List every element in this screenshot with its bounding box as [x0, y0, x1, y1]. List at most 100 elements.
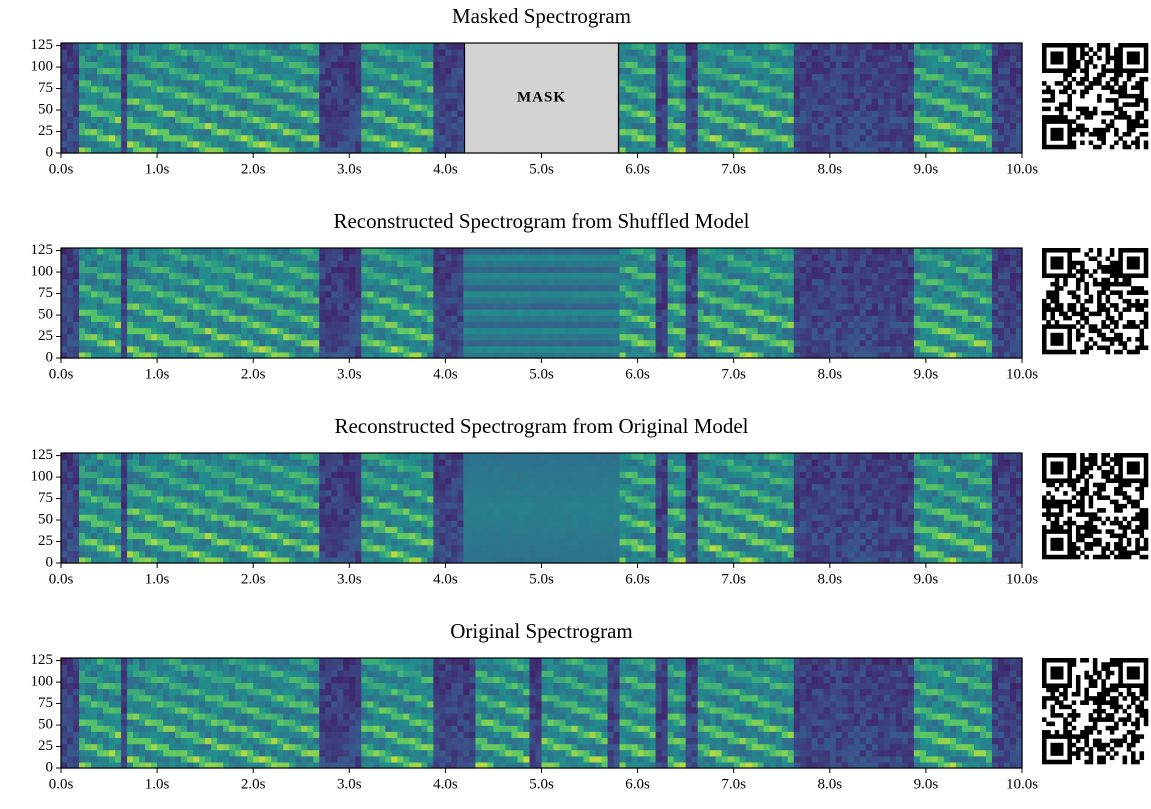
spectrogram-cell — [584, 321, 591, 328]
spectrogram-cell — [187, 92, 194, 99]
spectrogram-cell — [794, 55, 801, 62]
spectrogram-cell — [295, 141, 302, 148]
qr-module — [1084, 77, 1089, 82]
spectrogram-cell — [121, 334, 128, 341]
spectrogram-cell — [914, 116, 921, 123]
spectrogram-cell — [247, 116, 254, 123]
spectrogram-cell — [109, 122, 116, 129]
spectrogram-cell — [247, 248, 254, 255]
spectrogram-cell — [614, 315, 621, 322]
spectrogram-cell — [998, 129, 1005, 136]
spectrogram-cell — [920, 86, 927, 93]
spectrogram-cell — [469, 254, 476, 261]
spectrogram-cell — [361, 116, 368, 123]
spectrogram-cell — [668, 98, 675, 105]
spectrogram-cell — [650, 49, 657, 56]
spectrogram-cell — [770, 110, 777, 117]
spectrogram-cell — [373, 315, 380, 322]
spectrogram-cell — [181, 321, 188, 328]
spectrogram-cell — [289, 141, 296, 148]
spectrogram-cell — [283, 260, 290, 267]
spectrogram-cell — [920, 98, 927, 105]
spectrogram-cell — [445, 303, 452, 310]
spectrogram-cell — [241, 309, 248, 316]
spectrogram-cell — [632, 61, 639, 68]
spectrogram-cell — [91, 49, 98, 56]
spectrogram-cell — [157, 340, 164, 347]
spectrogram-cell — [85, 67, 92, 74]
spectrogram-cell — [379, 116, 386, 123]
spectrogram-cell — [896, 86, 903, 93]
x-tick-label: 2.0s — [241, 161, 266, 177]
spectrogram-cell — [439, 346, 446, 353]
spectrogram-cell — [968, 43, 975, 50]
spectrogram-cell — [319, 260, 326, 267]
spectrogram-cell — [79, 260, 86, 267]
spectrogram-cell — [830, 98, 837, 105]
spectrogram-cell — [517, 303, 524, 310]
spectrogram-cell — [319, 141, 326, 148]
spectrogram-cell — [109, 254, 116, 261]
qr-module — [1106, 98, 1111, 103]
spectrogram-cell — [223, 321, 230, 328]
spectrogram-cell — [91, 291, 98, 298]
spectrogram-cell — [271, 248, 278, 255]
spectrogram-cell — [169, 291, 176, 298]
spectrogram-cell — [253, 309, 260, 316]
spectrogram-cell — [319, 303, 326, 310]
spectrogram-cell — [283, 309, 290, 316]
spectrogram-cell — [644, 104, 651, 111]
spectrogram-cell — [638, 309, 645, 316]
spectrogram-cell — [740, 74, 747, 81]
spectrogram-cell — [319, 67, 326, 74]
spectrogram-cell — [433, 297, 440, 304]
qr-module — [1059, 128, 1064, 133]
spectrogram-cell — [205, 86, 212, 93]
spectrogram-cell — [548, 346, 555, 353]
spectrogram-cell — [73, 254, 80, 261]
spectrogram-cell — [596, 340, 603, 347]
qr-module — [1144, 64, 1149, 69]
spectrogram-cell — [295, 291, 302, 298]
spectrogram-cell — [662, 67, 669, 74]
spectrogram-cell — [445, 92, 452, 99]
spectrogram-cell — [746, 86, 753, 93]
spectrogram-cell — [451, 315, 458, 322]
spectrogram-cell — [415, 260, 422, 267]
spectrogram-cell — [271, 49, 278, 56]
qr-module — [1110, 68, 1115, 73]
spectrogram-cell — [415, 285, 422, 292]
spectrogram-cell — [133, 297, 140, 304]
spectrogram-cell — [1004, 104, 1011, 111]
spectrogram-cell — [728, 135, 735, 142]
spectrogram-cell — [109, 80, 116, 87]
spectrogram-cell — [79, 334, 86, 341]
spectrogram-cell — [265, 248, 272, 255]
spectrogram-cell — [860, 122, 867, 129]
spectrogram-cell — [433, 135, 440, 142]
spectrogram-cell — [830, 116, 837, 123]
spectrogram-cell — [181, 61, 188, 68]
spectrogram-cell — [121, 86, 128, 93]
spectrogram-cell — [872, 67, 879, 74]
spectrogram-cell — [974, 141, 981, 148]
spectrogram-cell — [187, 67, 194, 74]
spectrogram-cell — [397, 43, 404, 50]
spectrogram-cell — [163, 122, 170, 129]
spectrogram-cell — [205, 92, 212, 99]
spectrogram-cell — [493, 340, 500, 347]
spectrogram-cell — [433, 260, 440, 267]
spectrogram-cell — [740, 98, 747, 105]
spectrogram-cell — [289, 297, 296, 304]
spectrogram-cell — [241, 98, 248, 105]
qr-module — [1084, 43, 1089, 48]
spectrogram-cell — [67, 315, 74, 322]
spectrogram-cell — [247, 92, 254, 99]
spectrogram-cell — [73, 291, 80, 298]
spectrogram-cell — [584, 260, 591, 267]
spectrogram-cell — [644, 55, 651, 62]
spectrogram-cell — [644, 141, 651, 148]
spectrogram-cell — [343, 122, 350, 129]
spectrogram-cell — [181, 135, 188, 142]
spectrogram-cell — [890, 122, 897, 129]
